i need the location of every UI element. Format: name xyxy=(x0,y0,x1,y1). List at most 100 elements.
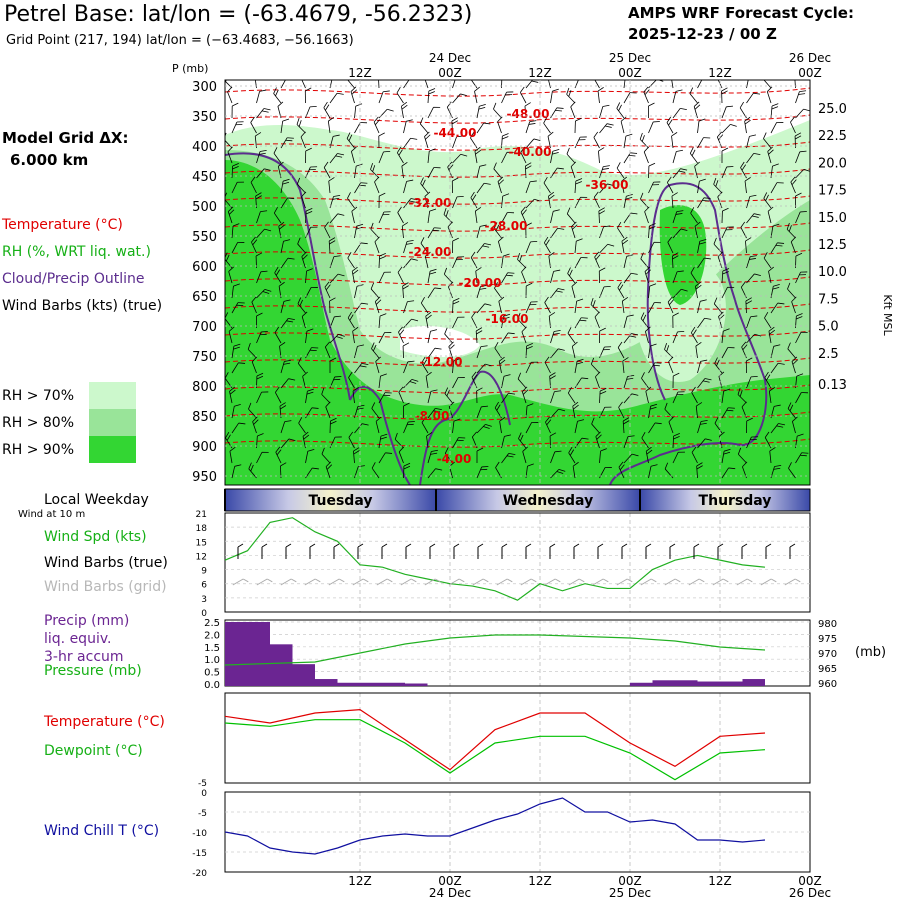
wind-barb-flag xyxy=(383,90,390,93)
wind-barb xyxy=(280,438,296,449)
wind-barb-staff xyxy=(525,198,535,209)
wind-barb-flag xyxy=(675,213,683,215)
wind-barb-flag xyxy=(672,252,679,257)
wind-barb xyxy=(370,163,380,179)
wind-barb xyxy=(695,341,702,359)
wind-barb-flag xyxy=(471,371,477,378)
wind-barb xyxy=(770,362,785,374)
wind-barb-flag xyxy=(370,222,374,230)
wind-barb-flag xyxy=(260,210,268,213)
wind-barb xyxy=(329,357,337,373)
wind-barb xyxy=(770,242,785,254)
wind-barb-staff xyxy=(721,106,727,119)
wind-barb xyxy=(229,386,236,404)
wind-tick-label: 21 xyxy=(196,510,207,520)
wind-barb xyxy=(398,326,405,344)
wind-barb-flag xyxy=(525,165,532,170)
wind-barb xyxy=(672,288,688,299)
wind-barb-flag xyxy=(305,147,312,152)
wind-barb-flag xyxy=(274,266,279,274)
wind-barb-flag xyxy=(715,180,719,187)
wind-barb xyxy=(616,102,625,119)
wind-barb-staff xyxy=(374,241,380,254)
wind-barb xyxy=(274,266,282,284)
wind-barb-flag xyxy=(443,267,448,275)
wind-barb-staff xyxy=(378,332,385,344)
wind-barb xyxy=(598,267,606,284)
wind-barb-staff xyxy=(786,229,796,239)
wind-barb xyxy=(544,296,551,314)
wind-barb xyxy=(296,177,306,194)
wind-barb xyxy=(544,356,551,374)
wind-barb-staff xyxy=(452,377,459,389)
wind-barb-staff xyxy=(643,91,649,104)
wind-barb-flag xyxy=(700,299,707,302)
wind-barb-flag xyxy=(398,446,405,453)
wind-barb-staff xyxy=(543,182,551,194)
wind-at-label: Wind at 10 m xyxy=(18,509,86,520)
surface-wind-barb xyxy=(309,543,316,559)
precip-tick-label: 0.0 xyxy=(204,680,220,691)
wind-barb xyxy=(329,153,345,164)
wind-barb xyxy=(594,311,600,329)
grid-wind-barb xyxy=(400,578,417,586)
wind-barb-flag xyxy=(225,132,227,140)
wind-barb-flag xyxy=(792,416,798,422)
wind-barb-flag xyxy=(485,423,492,427)
wind-barb-flag xyxy=(235,124,243,126)
model-grid-title: Model Grid ΔX: xyxy=(2,129,129,147)
wind-barb-flag xyxy=(526,282,533,287)
wind-barb xyxy=(403,300,415,314)
wind-barb xyxy=(520,86,527,104)
wind-barb-staff xyxy=(452,256,458,269)
isotherm-line xyxy=(225,141,810,151)
wind-barb-staff xyxy=(427,408,436,419)
wind-barb-staff xyxy=(321,394,331,404)
precip-tick-label: 1.5 xyxy=(204,643,220,654)
wind-barb-flag xyxy=(502,73,508,76)
wind-barb-staff xyxy=(378,211,385,224)
wind-barb xyxy=(543,236,551,254)
wind-barb-staff xyxy=(476,466,483,479)
surface-wind-barb-flag xyxy=(741,543,748,548)
surface-wind-barb xyxy=(285,543,292,559)
wind-barb-staff xyxy=(256,211,261,224)
wind-barb-staff xyxy=(497,181,502,194)
temperature-contour-label: -44.00 xyxy=(434,126,477,140)
wind-barb-flag xyxy=(357,404,365,407)
wind-barb-flag xyxy=(494,282,498,289)
wind-barb-flag xyxy=(301,80,307,81)
wind-barb-flag xyxy=(617,281,622,288)
wind-barb xyxy=(766,86,773,104)
wind-barb-flag xyxy=(654,302,662,304)
wind-barb-flag xyxy=(581,437,589,440)
wind-barb xyxy=(623,152,638,164)
wind-barb xyxy=(229,446,236,464)
wind-barb-flag xyxy=(237,302,245,304)
wind-barb xyxy=(572,401,579,419)
grid-wind-barb-flag xyxy=(554,578,561,583)
wind-barb-staff xyxy=(305,210,307,224)
wind-barb xyxy=(590,357,600,374)
wind-barb-flag xyxy=(754,273,761,277)
wind-barb-flag xyxy=(305,207,313,212)
wind-barb-staff xyxy=(520,92,527,104)
wind-barb-flag xyxy=(621,236,628,242)
wind-barb xyxy=(598,207,606,224)
wind-barb-flag xyxy=(456,259,463,261)
wind-barb-staff xyxy=(378,452,386,464)
wind-tick-label: 18 xyxy=(196,524,208,534)
wind-barb-flag xyxy=(745,237,752,242)
surface-wind-barb xyxy=(453,543,460,559)
wind-barb-staff xyxy=(301,196,306,209)
wind-barb-flag xyxy=(255,195,262,200)
precip-bar xyxy=(697,681,720,686)
surface-wind-barb-flag xyxy=(645,543,652,548)
wind-barb xyxy=(231,362,246,374)
wind-barb xyxy=(452,237,459,254)
wind-barb xyxy=(672,89,683,104)
wind-barb-flag xyxy=(330,420,337,425)
wind-barb-flag xyxy=(337,273,345,277)
grid-wind-barb xyxy=(448,578,465,586)
wind-barb-flag xyxy=(232,165,239,170)
